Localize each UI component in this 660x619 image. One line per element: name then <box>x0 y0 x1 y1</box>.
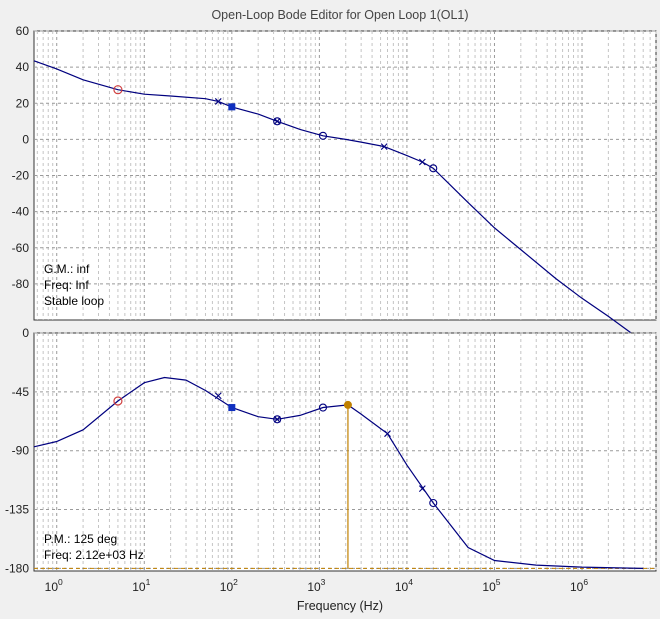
magnitude-zero-marker[interactable] <box>429 164 438 173</box>
phase-compensator-zero-marker[interactable] <box>113 396 123 406</box>
magnitude-pole-marker[interactable] <box>214 98 222 105</box>
magnitude-grid <box>34 30 657 320</box>
phase-pole-marker[interactable] <box>214 392 222 400</box>
magnitude-compensator-pole-marker[interactable] <box>228 103 236 111</box>
phase-y-tick-label: -135 <box>5 503 29 517</box>
x-tick-label: 106 <box>570 577 588 594</box>
magnitude-curve-group <box>33 60 644 343</box>
magnitude-pole-marker[interactable] <box>380 143 388 150</box>
stability-label: Stable loop <box>44 294 104 308</box>
window-title: Open-Loop Bode Editor for Open Loop 1(OL… <box>211 8 468 22</box>
gain-margin-freq-label: Freq: Inf <box>44 278 89 292</box>
magnitude-y-tick-label: 20 <box>16 96 30 110</box>
phase-axes-background <box>33 332 657 572</box>
x-tick-label: 104 <box>395 577 413 594</box>
phase-pole-marker[interactable] <box>384 430 391 438</box>
x-tick-label: 105 <box>482 577 500 594</box>
phase-zero-marker[interactable] <box>318 403 328 412</box>
magnitude-zero-marker[interactable] <box>273 117 282 126</box>
magnitude-y-tick-label: -60 <box>12 241 30 255</box>
phase-markers[interactable] <box>113 392 438 508</box>
magnitude-y-tick-label: 40 <box>16 60 30 74</box>
phase-grid <box>34 332 657 571</box>
phase-margin-indicator <box>34 404 656 569</box>
x-tick-label: 100 <box>45 577 63 594</box>
x-tick-label: 103 <box>307 577 325 594</box>
phase-y-tick-labels: 0 -45 -90 -135 -180 <box>5 326 29 575</box>
phase-pole-marker[interactable] <box>273 415 281 423</box>
phase-y-tick-label: -90 <box>12 444 30 458</box>
magnitude-y-tick-label: 0 <box>22 132 29 146</box>
phase-x-tick-labels: 100 101 102 103 104 105 106 <box>45 577 589 594</box>
phase-curve <box>33 376 644 569</box>
magnitude-y-tick-label: 60 <box>16 24 30 38</box>
x-axis-label: Frequency (Hz) <box>297 599 383 613</box>
magnitude-y-tick-label: -40 <box>12 205 30 219</box>
x-tick-label: 101 <box>132 577 150 594</box>
phase-y-tick-label: 0 <box>22 326 29 340</box>
magnitude-pole-marker[interactable] <box>273 117 281 125</box>
phase-margin-freq-label: Freq: 2.12e+03 Hz <box>44 548 144 562</box>
phase-margin-marker[interactable] <box>343 400 352 409</box>
phase-compensator-pole-marker[interactable] <box>228 404 236 412</box>
magnitude-zero-marker[interactable] <box>318 131 328 140</box>
phase-margin-label: P.M.: 125 deg <box>44 532 117 546</box>
magnitude-pole-marker[interactable] <box>418 158 426 166</box>
x-tick-label: 102 <box>220 577 238 594</box>
phase-pole-marker[interactable] <box>418 485 426 493</box>
magnitude-y-tick-labels: 60 40 20 0 -20 -40 -60 -80 <box>12 24 30 291</box>
gain-margin-label: G.M.: inf <box>44 262 90 276</box>
phase-curve-group <box>33 376 644 569</box>
magnitude-y-tick-label: -80 <box>12 277 30 291</box>
magnitude-compensator-zero-marker[interactable] <box>113 85 123 95</box>
phase-y-tick-label: -180 <box>5 561 29 575</box>
magnitude-y-tick-label: -20 <box>12 169 30 183</box>
phase-y-tick-label: -45 <box>12 385 30 399</box>
phase-zero-marker[interactable] <box>273 415 282 424</box>
magnitude-markers[interactable] <box>113 85 438 173</box>
phase-zero-marker[interactable] <box>429 498 438 508</box>
magnitude-curve <box>33 60 644 343</box>
phase-plot[interactable]: 0 -45 -90 -135 -180 100 101 102 103 104 105 106 P.… <box>5 326 657 594</box>
